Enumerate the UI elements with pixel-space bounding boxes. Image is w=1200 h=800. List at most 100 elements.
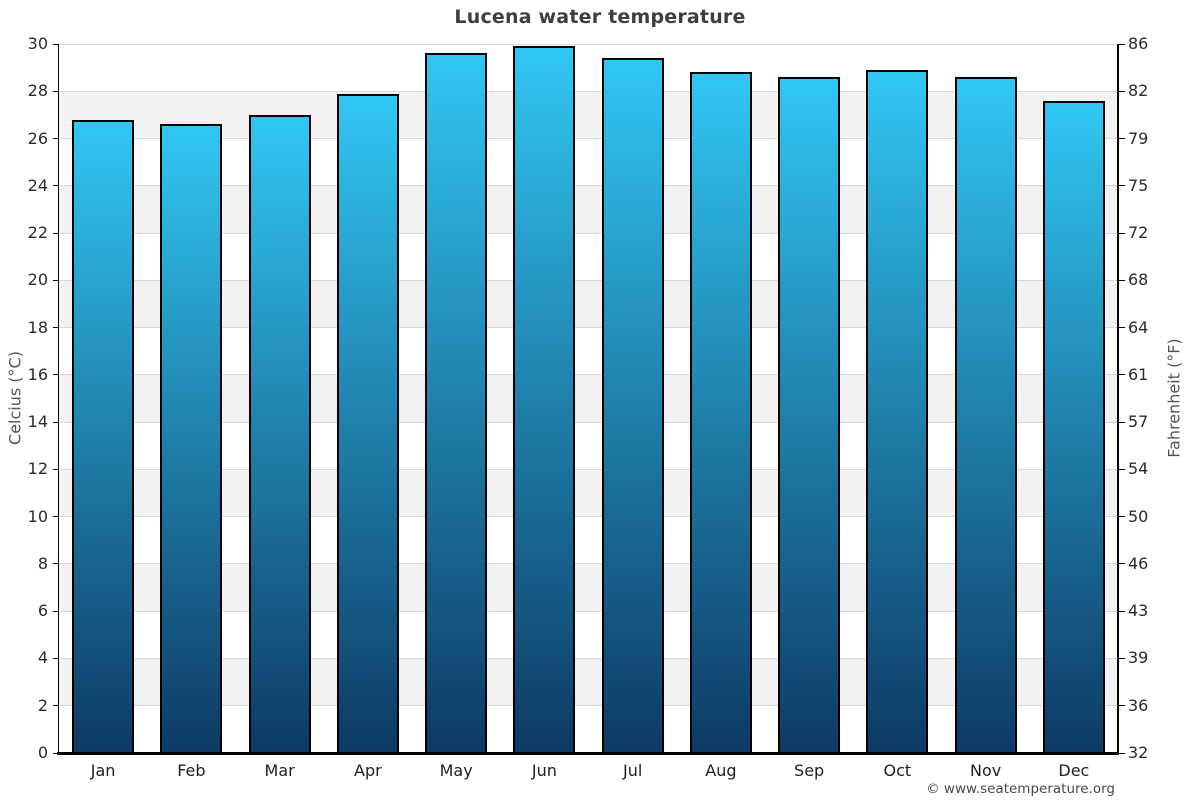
y-tick-left xyxy=(53,232,59,234)
grid-band xyxy=(59,705,1118,753)
plot-area xyxy=(59,43,1118,753)
y-tick-label-fahrenheit-72: 72 xyxy=(1128,223,1149,243)
x-axis-label-aug: Aug xyxy=(705,761,737,780)
y-tick-right xyxy=(1119,705,1125,707)
bar-may[interactable] xyxy=(425,53,488,753)
x-axis-label-jan: Jan xyxy=(90,761,116,780)
y-tick-label-celsius-14: 14 xyxy=(27,412,48,432)
y-tick-label-celsius-6: 6 xyxy=(37,601,48,621)
gridline xyxy=(59,610,1118,612)
y-tick-right xyxy=(1119,138,1125,140)
y-tick-label-celsius-0: 0 xyxy=(37,743,48,762)
y-tick-right xyxy=(1119,90,1125,92)
y-tick-label-fahrenheit-54: 54 xyxy=(1128,459,1149,479)
gridline xyxy=(59,185,1118,187)
bar-dec[interactable] xyxy=(1042,100,1105,753)
y-tick-label-celsius-16: 16 xyxy=(27,364,48,384)
y-tick-label-fahrenheit-57: 57 xyxy=(1128,412,1149,432)
bar-nov[interactable] xyxy=(954,77,1017,753)
y-tick-right xyxy=(1119,752,1125,754)
y-tick-left xyxy=(53,138,59,140)
gridline xyxy=(59,657,1118,659)
grid-band xyxy=(59,91,1118,139)
y-tick-right xyxy=(1119,327,1125,329)
y-tick-label-celsius-28: 28 xyxy=(27,81,48,101)
bar-sep[interactable] xyxy=(778,77,841,753)
gridline xyxy=(59,516,1118,518)
bar-aug[interactable] xyxy=(689,72,752,753)
grid-band xyxy=(59,469,1118,517)
bar-jun[interactable] xyxy=(513,46,576,753)
x-axis-label-apr: Apr xyxy=(354,761,382,780)
y-tick-label-celsius-12: 12 xyxy=(27,459,48,479)
y-tick-left xyxy=(53,468,59,470)
y-tick-right xyxy=(1119,185,1125,187)
y-axis-line-right xyxy=(1117,44,1119,753)
footer-credit-link[interactable]: © www.seatemperature.org xyxy=(926,781,1115,797)
y-tick-right xyxy=(1119,374,1125,376)
y-tick-left xyxy=(53,90,59,92)
grid-band xyxy=(59,374,1118,423)
grid-band xyxy=(59,185,1118,234)
y-tick-left xyxy=(53,610,59,612)
y-tick-left xyxy=(53,279,59,281)
gridline xyxy=(59,421,1118,423)
y-tick-right xyxy=(1119,610,1125,612)
y-tick-label-fahrenheit-64: 64 xyxy=(1128,317,1149,337)
bar-mar[interactable] xyxy=(248,114,311,753)
gridline xyxy=(59,563,1118,565)
y-tick-label-fahrenheit-86: 86 xyxy=(1128,34,1149,53)
y-tick-label-fahrenheit-68: 68 xyxy=(1128,270,1149,290)
gridline xyxy=(59,43,1118,45)
y-tick-left xyxy=(53,185,59,187)
y-tick-label-fahrenheit-79: 79 xyxy=(1128,128,1149,148)
grid-band xyxy=(59,563,1118,612)
y-tick-label-celsius-18: 18 xyxy=(27,317,48,337)
bar-apr[interactable] xyxy=(336,93,399,753)
gridline xyxy=(59,705,1118,707)
bar-feb[interactable] xyxy=(160,124,223,753)
bar-jul[interactable] xyxy=(601,58,664,753)
x-axis-label-jun: Jun xyxy=(531,761,557,780)
y-tick-left xyxy=(53,705,59,707)
y-tick-right xyxy=(1119,468,1125,470)
gridline xyxy=(59,138,1118,140)
grid-band xyxy=(59,138,1118,186)
gridline xyxy=(59,327,1118,329)
y-tick-right xyxy=(1119,421,1125,423)
y-tick-label-fahrenheit-50: 50 xyxy=(1128,506,1149,526)
y-tick-left xyxy=(53,421,59,423)
x-axis-label-mar: Mar xyxy=(264,761,295,780)
y-tick-label-celsius-24: 24 xyxy=(27,175,48,195)
y-tick-left xyxy=(53,327,59,329)
gridline xyxy=(59,90,1118,92)
y-tick-right xyxy=(1119,657,1125,659)
y-tick-right xyxy=(1119,279,1125,281)
y-tick-right xyxy=(1119,232,1125,234)
x-axis-label-may: May xyxy=(439,761,473,780)
y-tick-label-celsius-26: 26 xyxy=(27,128,48,148)
y-tick-label-celsius-22: 22 xyxy=(27,223,48,243)
x-axis-label-jul: Jul xyxy=(622,761,643,780)
grid-band xyxy=(59,516,1118,564)
y-tick-label-fahrenheit-39: 39 xyxy=(1128,648,1149,668)
grid-band xyxy=(59,233,1118,281)
y-tick-label-fahrenheit-32: 32 xyxy=(1128,743,1149,762)
y-tick-left xyxy=(53,516,59,518)
gridline xyxy=(59,468,1118,470)
gridline xyxy=(59,374,1118,376)
y-tick-label-celsius-2: 2 xyxy=(37,695,48,715)
bar-jan[interactable] xyxy=(72,119,135,753)
y-tick-label-fahrenheit-36: 36 xyxy=(1128,695,1149,715)
y-tick-label-celsius-10: 10 xyxy=(27,506,48,526)
y-tick-left xyxy=(53,563,59,565)
y-tick-right xyxy=(1119,516,1125,518)
bar-oct[interactable] xyxy=(866,69,929,753)
y-tick-label-fahrenheit-46: 46 xyxy=(1128,553,1149,573)
y-tick-label-fahrenheit-82: 82 xyxy=(1128,81,1149,101)
y-tick-right xyxy=(1119,563,1125,565)
y-tick-right xyxy=(1119,43,1125,45)
gridline xyxy=(59,279,1118,281)
y-tick-label-fahrenheit-75: 75 xyxy=(1128,175,1149,195)
gridline xyxy=(59,232,1118,234)
